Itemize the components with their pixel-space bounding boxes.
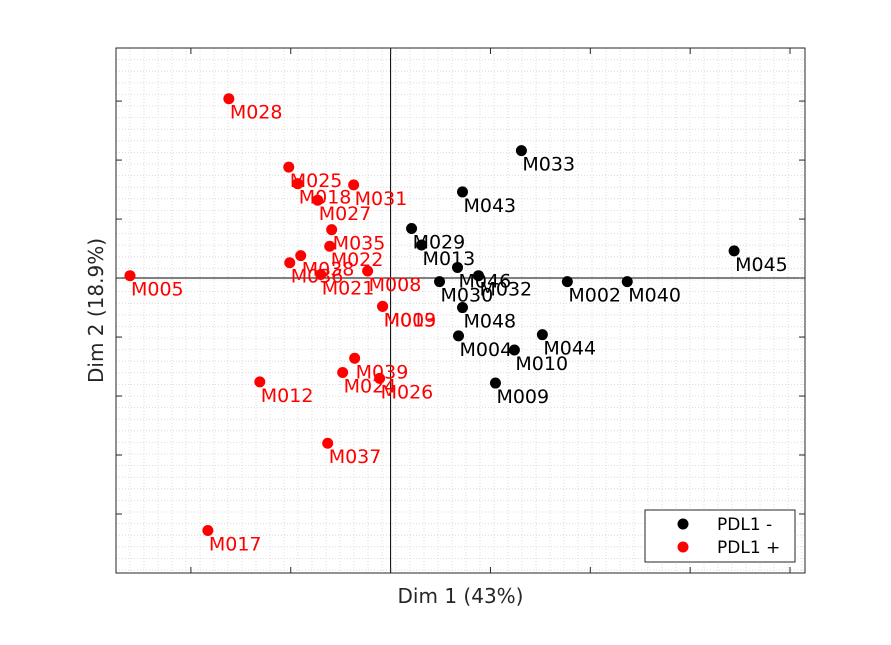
data-label: M003	[384, 309, 437, 331]
data-label: M033	[522, 154, 575, 176]
data-point	[508, 344, 520, 356]
data-label: M022	[331, 249, 384, 271]
data-label: M032	[479, 279, 532, 301]
data-label: M018	[299, 187, 352, 209]
data-label: M045	[735, 254, 788, 276]
data-point	[416, 239, 428, 251]
data-label: M002	[568, 285, 621, 307]
data-point	[283, 161, 295, 173]
data-point	[456, 302, 468, 314]
data-label: M039	[356, 361, 409, 383]
data-label: M035	[333, 233, 386, 255]
data-label: M036	[291, 266, 344, 288]
minor-grid	[116, 48, 805, 573]
data-point	[315, 269, 327, 281]
data-point	[295, 250, 307, 262]
data-label: M008	[369, 274, 422, 296]
data-point	[362, 265, 374, 277]
data-point	[324, 240, 336, 252]
plot-frame	[115, 47, 806, 574]
data-point	[312, 194, 324, 206]
legend-box	[644, 509, 796, 563]
data-point	[621, 276, 633, 288]
data-label: M030	[441, 285, 494, 307]
data-point	[536, 329, 548, 341]
data-point	[453, 330, 465, 342]
data-label: M043	[463, 195, 516, 217]
data-label: M013	[423, 248, 476, 270]
data-point	[348, 179, 360, 191]
y-axis-title: Dim 2 (18.9%)	[84, 238, 108, 383]
data-label: M028	[230, 102, 283, 124]
data-label: M012	[261, 385, 314, 407]
data-point	[124, 270, 136, 282]
legend-label-pdl1-neg: PDL1 -	[717, 515, 772, 535]
data-point	[349, 352, 361, 364]
zero-lines	[116, 48, 805, 573]
data-label: M026	[381, 381, 434, 403]
x-axis-title: Dim 1 (43%)	[398, 584, 524, 608]
data-point	[434, 276, 446, 288]
legend-label-pdl1-pos: PDL1 +	[717, 538, 780, 558]
data-label: M025	[290, 170, 343, 192]
data-point	[254, 376, 266, 388]
data-point	[223, 93, 235, 105]
data-label: M021	[322, 278, 375, 300]
data-point	[456, 186, 468, 198]
axis-ticks	[116, 48, 805, 573]
data-point	[472, 270, 484, 282]
data-label: M019	[384, 309, 437, 331]
data-label: M040	[628, 285, 681, 307]
data-label: M037	[329, 446, 382, 468]
data-point	[284, 257, 296, 269]
data-point	[561, 276, 573, 288]
data-point	[728, 245, 740, 257]
data-label: M048	[463, 311, 516, 333]
data-label: M017	[209, 534, 262, 556]
data-point	[202, 525, 214, 537]
data-point	[489, 377, 501, 389]
data-point	[374, 372, 386, 384]
data-label: M027	[319, 203, 372, 225]
data-point	[377, 300, 389, 312]
data-point	[406, 223, 418, 235]
data-label: M046	[459, 270, 512, 292]
data-label: M005	[131, 279, 184, 301]
data-label: M010	[515, 353, 568, 375]
data-points	[124, 93, 740, 537]
data-point	[452, 261, 464, 273]
data-label: M024	[344, 375, 397, 397]
legend: PDL1 - PDL1 +	[644, 509, 796, 563]
data-point	[322, 437, 334, 449]
data-label: M044	[543, 338, 596, 360]
data-point	[337, 366, 349, 378]
data-point	[326, 224, 338, 236]
data-label: M038	[302, 259, 355, 281]
data-label: M009	[496, 386, 549, 408]
legend-marker-pdl1-neg	[677, 518, 689, 530]
data-label: M004	[460, 339, 513, 361]
data-label: M031	[355, 188, 408, 210]
data-point	[292, 178, 304, 190]
legend-marker-pdl1-pos	[677, 541, 689, 553]
data-label: M029	[413, 232, 466, 254]
data-point	[515, 145, 527, 157]
